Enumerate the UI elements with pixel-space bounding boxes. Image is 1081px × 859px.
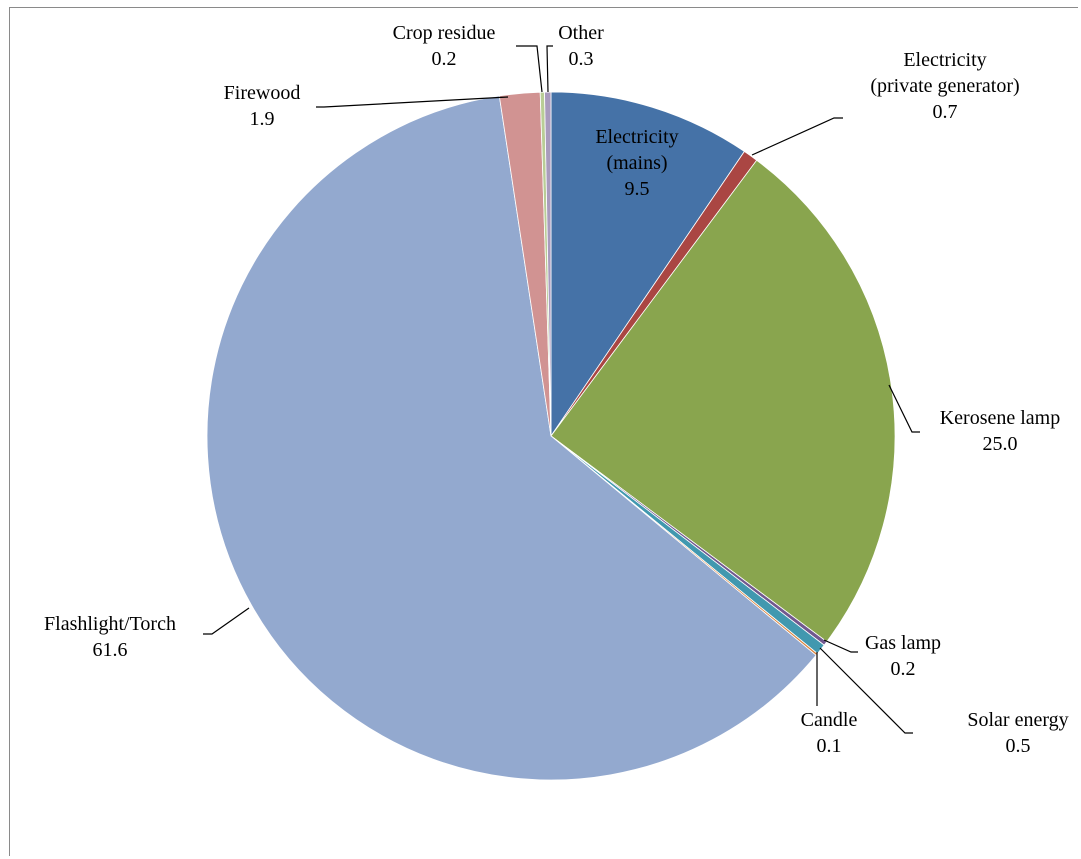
data-label-line: 0.2: [432, 48, 457, 70]
data-label-electricity-mains: Electricity (mains) 9.5: [595, 126, 678, 200]
data-label-kerosene-lamp: Kerosene lamp 25.0: [940, 407, 1061, 455]
data-label-line: 0.2: [891, 658, 916, 680]
data-label-flashlight-torch: Flashlight/Torch 61.6: [44, 613, 176, 661]
data-label-line: Electricity: [903, 49, 986, 71]
leader-line-gas-lamp: [823, 639, 858, 653]
leader-line-firewood: [316, 96, 509, 108]
data-label-line: (private generator): [870, 75, 1019, 97]
data-label-line: Flashlight/Torch: [44, 613, 176, 635]
data-label-candle: Candle 0.1: [801, 709, 858, 757]
slices-layer: [206, 91, 896, 781]
data-label-line: 0.3: [569, 48, 594, 70]
data-label-line: Other: [558, 22, 604, 44]
data-label-line: Solar energy: [967, 709, 1068, 731]
pie-slice-kerosene-lamp: [550, 159, 896, 643]
data-label-crop-residue: Crop residue 0.2: [393, 22, 496, 70]
pie-slice-other: [544, 91, 552, 437]
data-label-solar-energy: Solar energy 0.5: [967, 709, 1068, 757]
data-labels: Electricity (mains) 9.5 Electricity (private…: [44, 22, 1069, 757]
leader-line-electricity-private-generator: [751, 117, 843, 156]
data-label-line: 1.9: [250, 108, 275, 130]
data-label-firewood: Firewood 1.9: [224, 82, 301, 130]
data-label-other: Other 0.3: [558, 22, 604, 70]
leader-line-crop-residue: [516, 45, 543, 93]
data-label-line: 9.5: [625, 178, 650, 200]
leader-line-kerosene-lamp: [888, 384, 920, 433]
data-label-line: 0.1: [817, 735, 842, 757]
data-label-line: Gas lamp: [865, 632, 941, 654]
leader-line-flashlight-torch: [203, 607, 250, 635]
data-label-line: Kerosene lamp: [940, 407, 1061, 429]
pie-slice-flashlight-torch: [206, 95, 817, 781]
data-label-line: Firewood: [224, 82, 301, 104]
data-label-line: (mains): [606, 152, 667, 174]
data-label-line: Electricity: [595, 126, 678, 148]
data-label-line: 25.0: [983, 433, 1018, 455]
pie-slice-electricity-mains: [550, 91, 745, 438]
data-label-line: 0.5: [1006, 735, 1031, 757]
data-label-gas-lamp: Gas lamp 0.2: [865, 632, 941, 680]
data-label-electricity-private-generator: Electricity (private generator) 0.7: [870, 49, 1019, 123]
leader-lines: [203, 45, 920, 734]
leader-line-other: [546, 45, 553, 93]
data-label-line: Candle: [801, 709, 858, 731]
data-label-line: 61.6: [93, 639, 128, 661]
leader-line-solar-energy: [819, 647, 913, 734]
data-label-line: 0.7: [933, 101, 958, 123]
data-label-line: Crop residue: [393, 22, 496, 44]
